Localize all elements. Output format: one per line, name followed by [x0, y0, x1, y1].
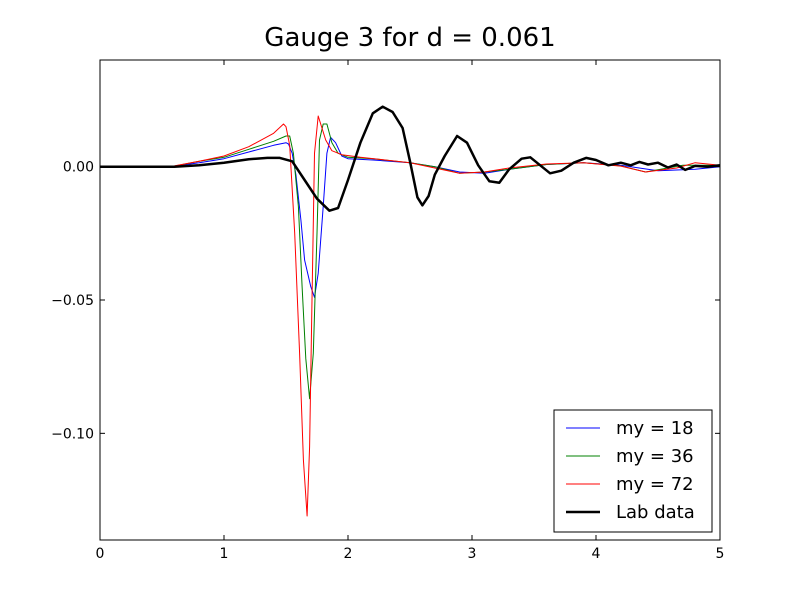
- x-tick-label: 4: [592, 546, 601, 562]
- legend-label: my = 72: [616, 474, 694, 495]
- x-tick-label: 2: [344, 546, 353, 562]
- axis-ticks: 0 1 2 3 4 5 0.00 −0.05 −0.10: [51, 60, 724, 562]
- series-line-1: [100, 123, 720, 400]
- y-tick-label: 0.00: [63, 160, 94, 176]
- legend-label: my = 18: [616, 418, 694, 439]
- x-tick-label: 3: [468, 546, 477, 562]
- y-tick-label: −0.05: [51, 293, 94, 309]
- series-layer: [100, 105, 720, 517]
- series-line-3: [100, 105, 720, 212]
- legend-label: my = 36: [616, 446, 694, 467]
- y-tick-label: −0.10: [51, 426, 94, 442]
- x-tick-label: 5: [716, 546, 725, 562]
- chart-title: Gauge 3 for d = 0.061: [264, 23, 555, 53]
- x-tick-label: 0: [96, 546, 105, 562]
- x-tick-label: 1: [220, 546, 229, 562]
- legend: my = 18 my = 36 my = 72 Lab data: [553, 409, 713, 533]
- legend-label: Lab data: [616, 502, 695, 523]
- series-line-2: [100, 115, 720, 517]
